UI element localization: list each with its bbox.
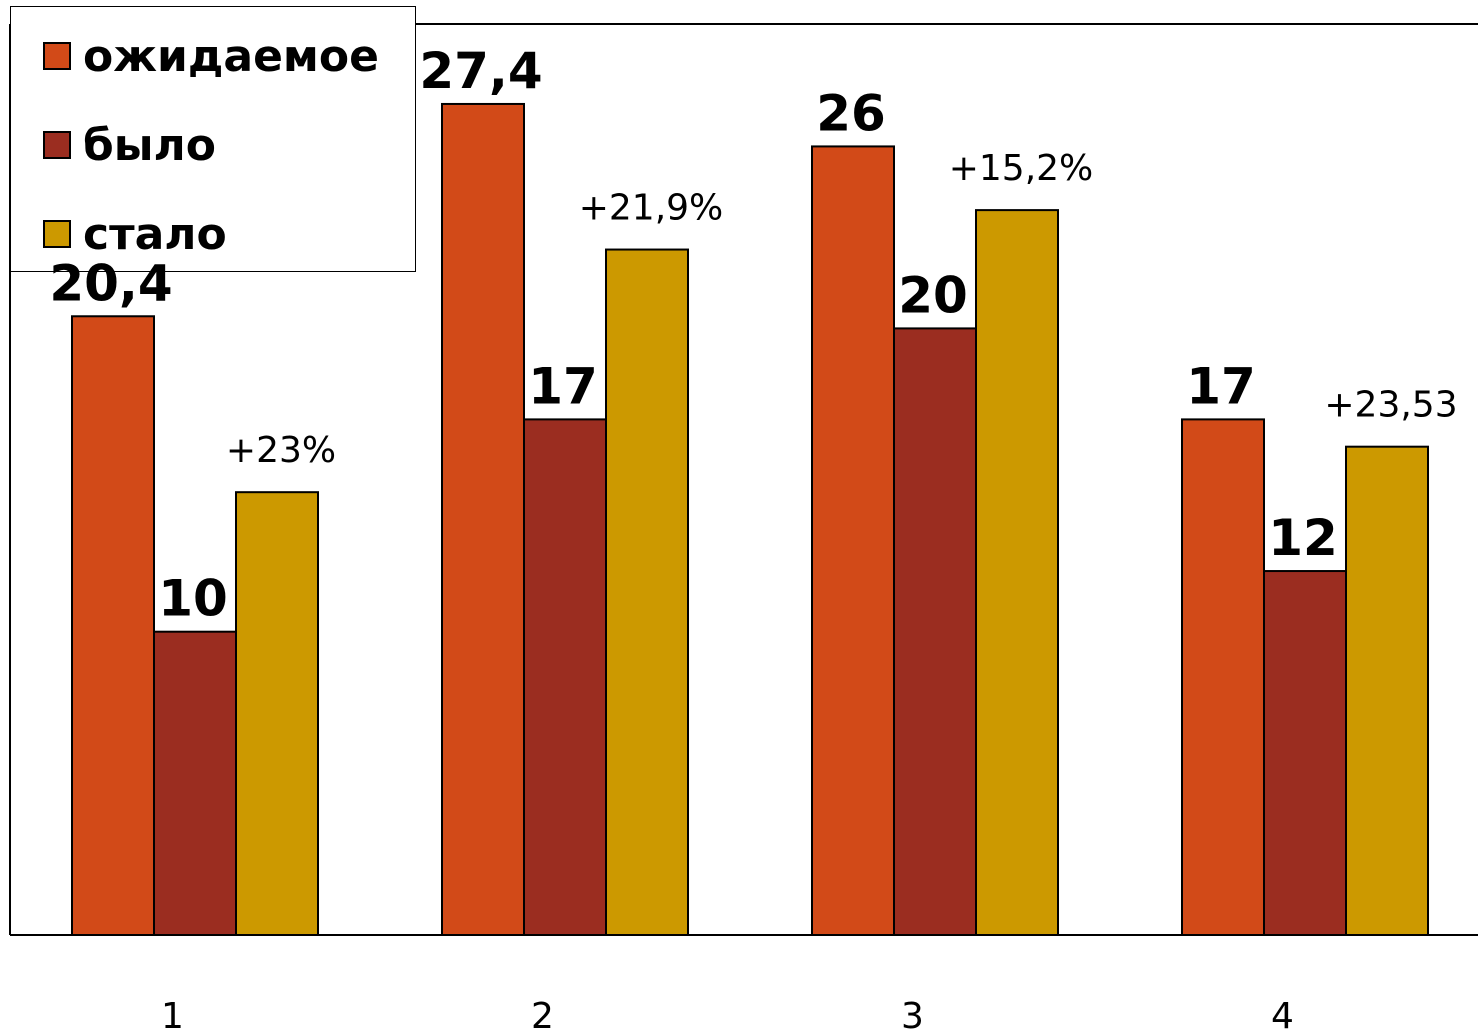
bar-after-2 (605, 248, 689, 937)
bar-before-4 (1263, 570, 1347, 936)
bar-after-3 (975, 209, 1059, 937)
data-label-after-4: +23,53 (1324, 385, 1457, 426)
data-label-before-3: 20 (898, 266, 968, 324)
x-tick-label-2: 2 (531, 996, 554, 1033)
bar-before-1 (153, 630, 237, 936)
legend-item-before: было (43, 119, 216, 171)
legend-label-after: стало (83, 208, 227, 260)
legend-label-expected: ожидаемое (83, 30, 379, 82)
data-label-before-1: 10 (158, 570, 228, 628)
bar-before-2 (523, 418, 607, 936)
legend-swatch-expected (43, 42, 71, 70)
bar-expected-2 (441, 102, 525, 936)
legend: ожидаемое было стало (10, 6, 416, 272)
x-tick-label-1: 1 (161, 996, 184, 1033)
data-label-after-2: +21,9% (579, 188, 724, 229)
bar-after-4 (1345, 445, 1429, 936)
legend-label-before: было (83, 119, 216, 171)
bar-expected-4 (1181, 418, 1265, 936)
data-label-expected-4: 17 (1186, 357, 1256, 415)
x-tick-label-3: 3 (901, 996, 924, 1033)
data-label-expected-1: 20,4 (49, 254, 172, 312)
legend-item-after: стало (43, 208, 227, 260)
data-label-before-4: 12 (1268, 509, 1338, 567)
x-tick-label-4: 4 (1271, 996, 1294, 1033)
legend-swatch-after (43, 220, 71, 248)
bar-before-3 (893, 327, 977, 936)
bar-after-1 (235, 491, 319, 936)
data-label-expected-3: 26 (816, 84, 886, 142)
data-label-after-3: +15,2% (949, 148, 1094, 189)
data-label-after-1: +23% (226, 430, 336, 471)
legend-swatch-before (43, 131, 71, 159)
legend-item-expected: ожидаемое (43, 30, 379, 82)
data-label-expected-2: 27,4 (419, 42, 542, 100)
bar-expected-3 (811, 145, 895, 937)
bar-expected-1 (71, 315, 155, 936)
data-label-before-2: 17 (528, 357, 598, 415)
